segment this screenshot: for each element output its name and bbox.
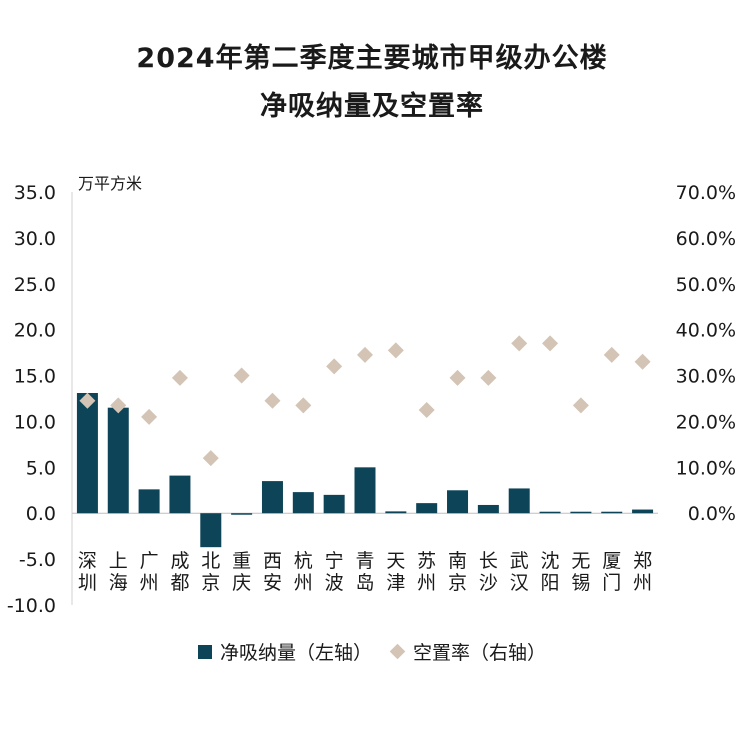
point-西安 (264, 392, 281, 409)
legend: 净吸纳量（左轴） 空置率（右轴） (0, 638, 744, 665)
bar-青岛 (354, 467, 376, 514)
point-上海 (110, 397, 127, 414)
category-label: 宁波 (325, 550, 344, 594)
right-tick-label: 10.0% (676, 457, 736, 479)
right-tick-label: 30.0% (676, 366, 736, 388)
left-tick-label: 35.0 (14, 182, 56, 204)
chart-title: 2024年第二季度主要城市甲级办公楼 (136, 43, 608, 74)
category-label: 西安 (263, 550, 282, 594)
point-重庆 (233, 367, 250, 384)
left-tick-label: 15.0 (14, 366, 56, 388)
category-label: 沈阳 (541, 550, 560, 594)
point-苏州 (418, 401, 435, 418)
left-tick-label: 20.0 (14, 320, 56, 342)
bar-杭州 (292, 492, 314, 514)
right-tick-label: 70.0% (676, 182, 736, 204)
point-广州 (141, 408, 158, 425)
point-沈阳 (542, 335, 559, 352)
left-tick-label: 30.0 (14, 228, 56, 250)
point-成都 (171, 369, 188, 386)
point-杭州 (295, 397, 312, 414)
category-label: 杭州 (294, 550, 313, 594)
category-label: 深圳 (78, 550, 97, 594)
left-tick-label: 0.0 (26, 503, 56, 525)
bar-重庆 (231, 513, 253, 515)
bar-北京 (200, 513, 222, 548)
category-label: 北京 (201, 550, 220, 594)
right-tick-label: 40.0% (676, 320, 736, 342)
bar-苏州 (416, 503, 438, 514)
bar-chart: 35.0 30.0 25.0 20.0 15.0 10.0 5.0 0.0 -5.0 -10.0 7… (7, 174, 736, 617)
point-宁波 (326, 358, 343, 375)
point-天津 (387, 342, 404, 359)
category-label: 广州 (140, 550, 159, 594)
left-tick-label: -10.0 (7, 595, 56, 617)
legend-item-vacancy: 空置率（右轴） (389, 638, 547, 665)
y-axis-unit: 万平方米 (78, 174, 142, 193)
category-label: 郑州 (633, 550, 652, 594)
bar-成都 (169, 475, 191, 514)
category-label: 苏州 (417, 550, 436, 594)
bar-上海 (107, 407, 129, 514)
left-tick-label: 10.0 (14, 411, 56, 433)
category-label: 南京 (448, 550, 467, 594)
category-label: 重庆 (232, 550, 251, 594)
legend-item-absorption: 净吸纳量（左轴） (197, 638, 372, 665)
point-武汉 (511, 335, 528, 352)
bar-南京 (447, 490, 469, 514)
point-郑州 (634, 353, 651, 370)
bar-广州 (138, 489, 160, 514)
point-青岛 (357, 346, 373, 363)
bar-武汉 (508, 488, 530, 514)
point-无锡 (572, 397, 589, 414)
category-label: 长沙 (479, 550, 498, 594)
bar-天津 (385, 511, 407, 514)
legend-label-absorption: 净吸纳量（左轴） (219, 642, 372, 664)
right-tick-label: 20.0% (676, 411, 736, 433)
bar-长沙 (477, 504, 499, 514)
point-北京 (202, 450, 219, 467)
bar-郑州 (632, 509, 654, 514)
legend-swatch-bar (197, 644, 212, 659)
category-label: 无锡 (571, 550, 590, 594)
right-tick-label: 50.0% (676, 274, 736, 296)
category-label: 成都 (170, 550, 189, 594)
category-label: 青岛 (355, 550, 374, 594)
point-长沙 (480, 369, 497, 386)
right-tick-label: 60.0% (676, 228, 736, 250)
category-label: 厦门 (602, 550, 621, 594)
point-南京 (449, 369, 466, 386)
bar-西安 (261, 481, 283, 514)
category-label: 上海 (109, 550, 128, 594)
point-深圳 (79, 392, 96, 409)
bar-沈阳 (539, 511, 561, 514)
left-tick-label: 5.0 (26, 457, 56, 479)
bar-宁波 (323, 494, 345, 514)
point-厦门 (603, 346, 620, 363)
legend-swatch-diamond (389, 643, 406, 660)
category-label: 武汉 (510, 550, 529, 594)
left-tick-label: -5.0 (19, 549, 56, 571)
legend-label-vacancy: 空置率（右轴） (413, 642, 547, 664)
right-tick-label: 0.0% (688, 503, 736, 525)
left-tick-label: 25.0 (14, 274, 56, 296)
bar-深圳 (76, 392, 98, 514)
chart-subtitle: 净吸纳量及空置率 (260, 91, 484, 122)
category-label: 天津 (386, 550, 405, 594)
bar-无锡 (570, 511, 592, 514)
bar-厦门 (601, 511, 623, 514)
